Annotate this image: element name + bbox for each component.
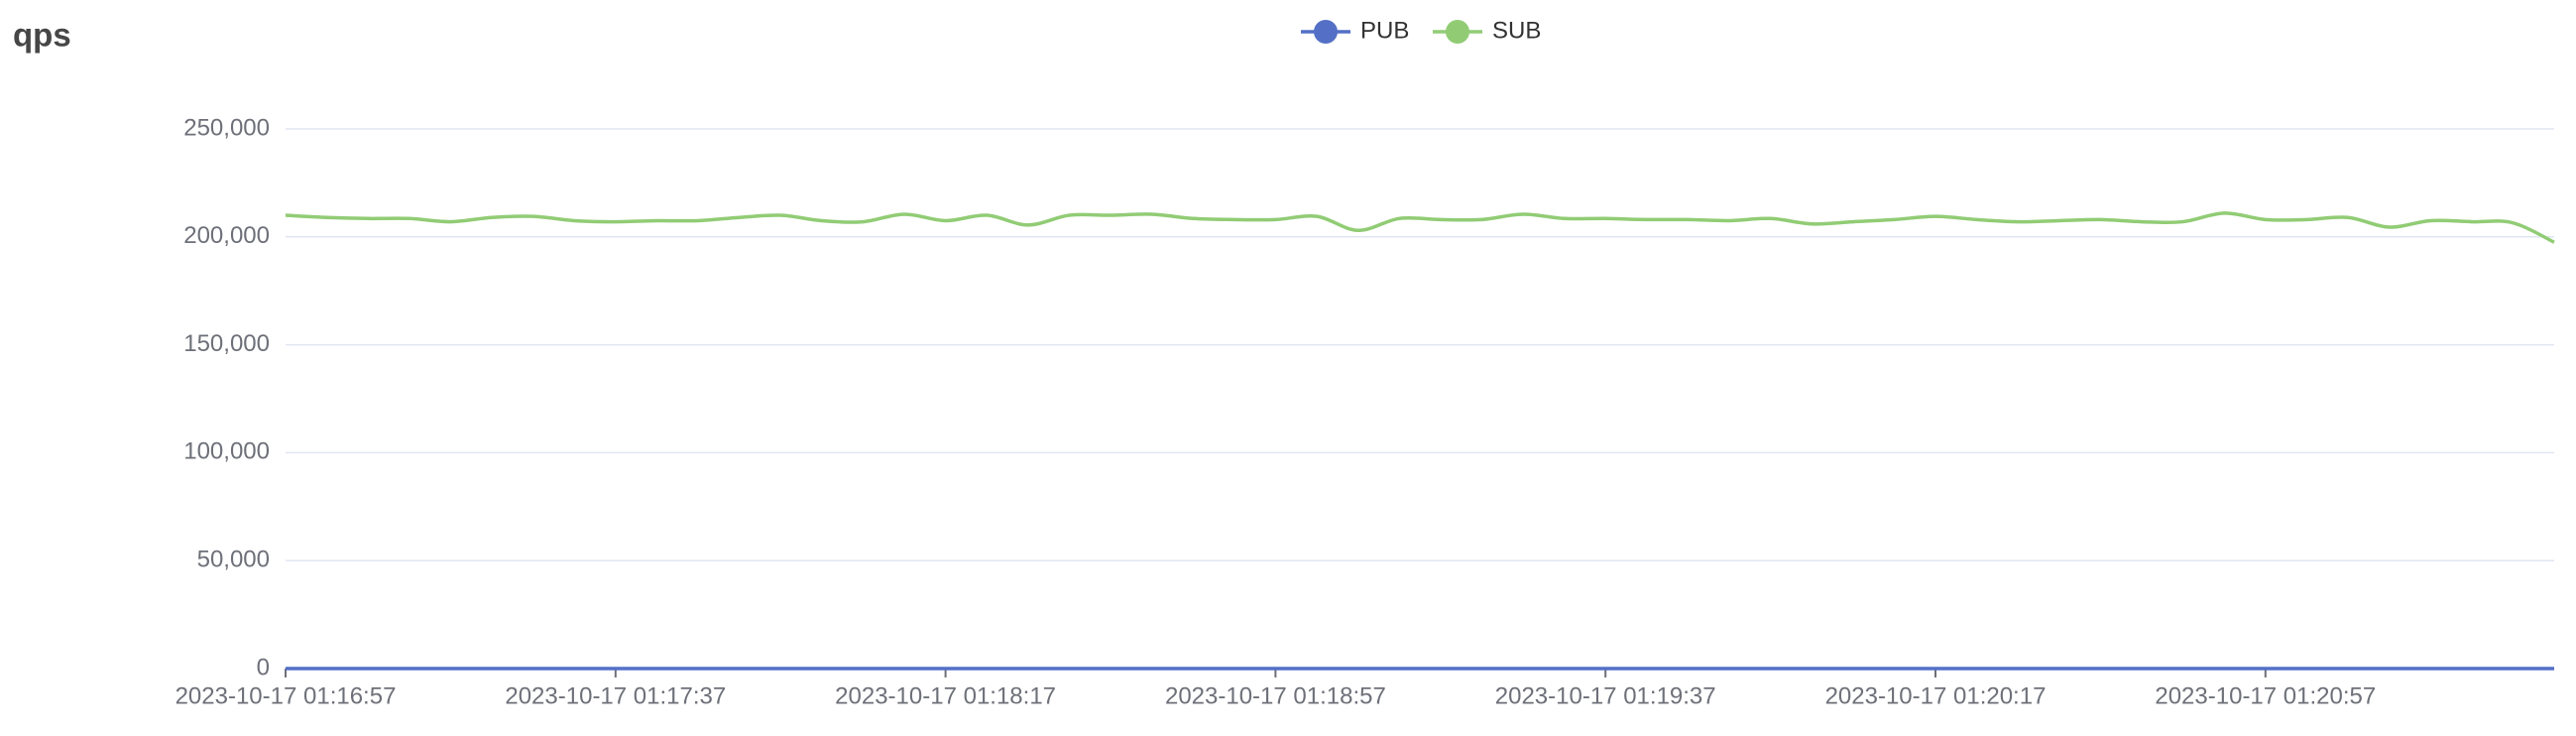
x-tick-label: 2023-10-17 01:17:37: [505, 682, 726, 709]
series-line: [285, 211, 2555, 244]
x-tick-label: 2023-10-17 01:20:57: [2155, 682, 2376, 709]
legend-label: PUB: [1360, 17, 1409, 44]
y-tick-label: 250,000: [183, 114, 270, 141]
x-tick-label: 2023-10-17 01:18:17: [835, 682, 1056, 709]
x-tick-label: 2023-10-17 01:16:57: [176, 682, 397, 709]
chart-title: qps: [13, 17, 71, 54]
legend-label: SUB: [1492, 17, 1541, 44]
x-tick-label: 2023-10-17 01:19:37: [1495, 682, 1716, 709]
y-tick-label: 200,000: [183, 222, 270, 249]
y-tick-label: 150,000: [183, 330, 270, 357]
legend-marker: [1314, 20, 1338, 44]
y-tick-label: 100,000: [183, 438, 270, 465]
y-tick-label: 0: [257, 654, 270, 680]
x-tick-label: 2023-10-17 01:18:57: [1165, 682, 1386, 709]
x-tick-label: 2023-10-17 01:20:17: [1825, 682, 2047, 709]
legend-marker: [1446, 20, 1469, 44]
y-tick-label: 50,000: [197, 547, 270, 573]
